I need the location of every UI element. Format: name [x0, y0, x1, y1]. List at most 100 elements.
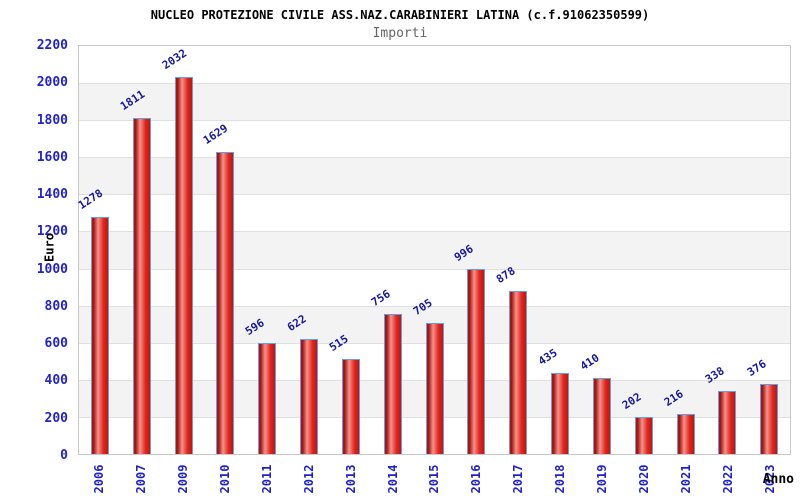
bar-value-label: 622 [284, 311, 309, 334]
bar [718, 391, 737, 454]
y-tick-label: 200 [44, 410, 68, 426]
plot-area: 1278 1811 2032 1629 596 622 515 756 705 996 878 435… [75, 45, 791, 455]
bar-slot: 376 [745, 46, 790, 454]
x-tick-label: 2020 [637, 464, 652, 494]
x-tick-label: 2021 [679, 464, 694, 494]
bar-slot: 705 [410, 46, 456, 454]
y-tick-label: 1400 [36, 187, 68, 203]
x-tick-label: 2015 [427, 464, 442, 494]
bar-slot: 996 [452, 46, 497, 454]
x-axis-title: Anno [762, 472, 794, 487]
bar-slot: 338 [703, 46, 748, 454]
bar [467, 269, 486, 454]
bar-value-label: 1278 [75, 186, 106, 212]
bar [760, 384, 779, 454]
bar [216, 151, 235, 454]
bar [634, 416, 653, 454]
y-tick-label: 1600 [36, 149, 68, 165]
bar-value-label: 435 [535, 346, 560, 369]
x-tick-cell: 2015 [414, 459, 456, 499]
x-tick-cell: 2022 [707, 459, 749, 499]
bar-value-label: 515 [326, 331, 351, 354]
gridline [79, 231, 790, 233]
bar [592, 377, 611, 454]
bar-slot: 756 [368, 46, 414, 454]
bar-value-label: 705 [410, 296, 435, 319]
y-tick-label: 0 [60, 448, 68, 463]
bar-slot: 2032 [159, 46, 205, 454]
x-tick-cell: 2018 [539, 459, 581, 499]
bar-value-label: 1811 [117, 87, 147, 114]
x-tick-cell: 2014 [372, 459, 414, 499]
bar-value-label: 2032 [159, 46, 189, 73]
x-tick-label: 2018 [553, 464, 568, 494]
y-tick-label: 400 [44, 373, 68, 389]
bar [676, 413, 695, 454]
bar [341, 358, 360, 454]
x-tick-cell: 2020 [623, 459, 665, 499]
bar [509, 291, 528, 454]
bar [300, 338, 319, 454]
bar-value-label: 878 [494, 264, 518, 287]
bar-value-label: 410 [577, 351, 602, 373]
bar-slot: 1629 [201, 46, 246, 454]
y-tick-label: 1200 [36, 224, 68, 240]
y-tick-label: 600 [44, 336, 68, 352]
gridline [79, 83, 790, 85]
bar-slot: 435 [535, 46, 581, 454]
x-tick-label: 2013 [343, 464, 358, 494]
x-axis-ticks: 2006 2007 2009 2010 2011 2012 2013 2014 2015 2016… [78, 459, 791, 499]
bar-slot: 622 [284, 46, 330, 454]
x-tick-label: 2022 [721, 464, 736, 494]
bar-slot: 202 [619, 46, 665, 454]
bar [383, 313, 402, 454]
band [79, 157, 790, 195]
bar-slot: 596 [243, 46, 288, 454]
x-tick-cell: 2019 [581, 459, 623, 499]
bar [174, 77, 193, 454]
gridline [79, 120, 790, 122]
bar [132, 118, 151, 454]
bar-value-label: 376 [745, 357, 769, 380]
bar [90, 217, 109, 454]
x-tick-cell: 2007 [120, 459, 162, 499]
bar-value-label: 338 [703, 364, 727, 387]
y-axis-title: Euro [42, 233, 57, 262]
x-tick-cell: 2011 [246, 459, 288, 499]
bar-value-label: 596 [243, 316, 267, 339]
y-tick-label: 2000 [36, 75, 68, 91]
x-tick-label: 2007 [133, 464, 148, 494]
x-tick-cell: 2016 [455, 459, 497, 499]
bar-value-label: 756 [368, 287, 393, 309]
x-tick-cell: 2010 [204, 459, 246, 499]
bars-layer: 1278 1811 2032 1629 596 622 515 756 705 996 878 435… [75, 46, 790, 454]
bar-slot: 216 [661, 46, 707, 454]
bar [551, 373, 570, 454]
bar-slot: 410 [577, 46, 623, 454]
x-tick-cell: 2006 [78, 459, 120, 499]
x-tick-cell: 2013 [330, 459, 372, 499]
bar-slot: 878 [494, 46, 539, 454]
x-tick-cell: 2021 [665, 459, 707, 499]
bar-slot: 515 [326, 46, 372, 454]
gridline [79, 268, 790, 270]
x-tick-cell: 2009 [162, 459, 204, 499]
x-tick-cell: 2012 [288, 459, 330, 499]
band [79, 83, 790, 121]
x-tick-label: 2009 [175, 464, 190, 494]
x-tick-label: 2014 [385, 464, 400, 494]
bar [258, 343, 277, 454]
bar-value-label: 1629 [201, 121, 231, 147]
y-tick-label: 2200 [36, 38, 68, 53]
x-tick-label: 2011 [259, 464, 274, 494]
chart-title: NUCLEO PROTEZIONE CIVILE ASS.NAZ.CARABIN… [150, 8, 650, 22]
x-tick-label: 2012 [301, 464, 316, 494]
x-tick-label: 2017 [511, 464, 526, 494]
x-tick-label: 2019 [595, 464, 610, 494]
y-tick-label: 1800 [36, 112, 68, 128]
bar-slot: 1278 [75, 46, 121, 454]
bar-value-label: 202 [619, 389, 644, 412]
bar-slot: 1811 [117, 46, 163, 454]
bar-value-label: 216 [661, 387, 686, 409]
x-tick-label: 2010 [217, 464, 232, 494]
